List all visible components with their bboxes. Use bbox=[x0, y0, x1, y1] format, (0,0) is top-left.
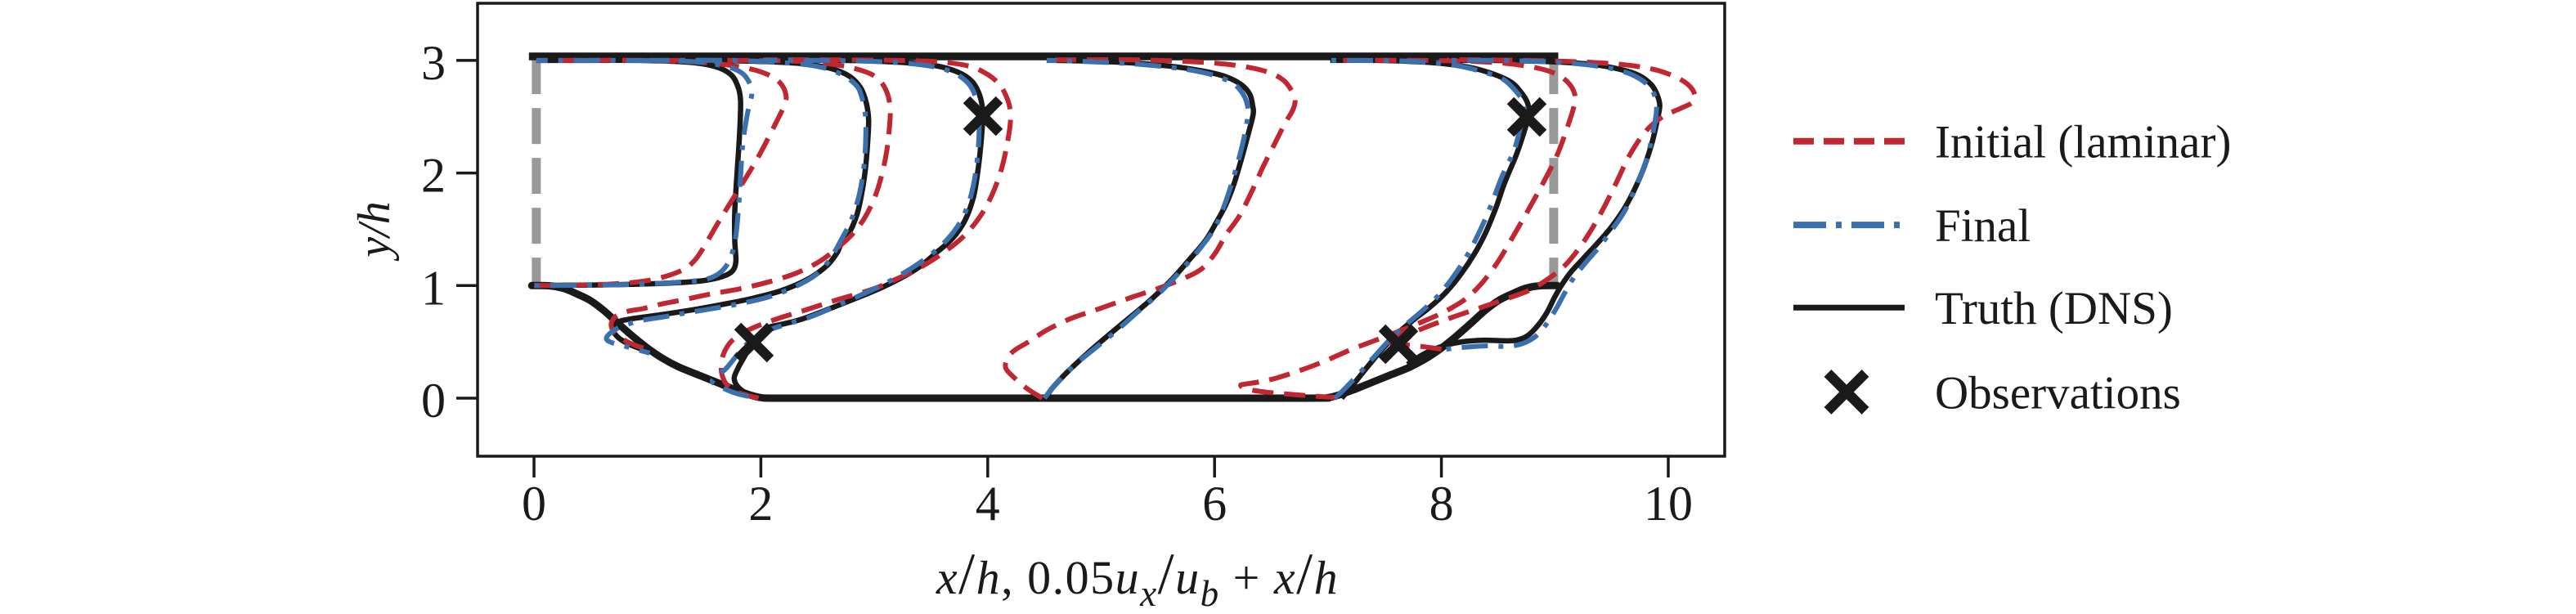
svg-text:4: 4 bbox=[976, 477, 1000, 531]
svg-text:Observations: Observations bbox=[1935, 367, 2181, 419]
svg-text:2: 2 bbox=[421, 149, 446, 203]
svg-text:3: 3 bbox=[421, 36, 446, 90]
svg-text:1: 1 bbox=[421, 261, 446, 315]
svg-text:0: 0 bbox=[421, 374, 446, 428]
svg-text:Final: Final bbox=[1935, 200, 2031, 252]
svg-text:x/h, 0.05ux/ub + x/h: x/h, 0.05ux/ub + x/h bbox=[936, 541, 1339, 610]
svg-text:0: 0 bbox=[522, 477, 546, 531]
svg-text:6: 6 bbox=[1202, 477, 1227, 531]
svg-text:8: 8 bbox=[1429, 477, 1454, 531]
svg-text:2: 2 bbox=[748, 477, 773, 531]
svg-text:Truth (DNS): Truth (DNS) bbox=[1935, 283, 2173, 334]
svg-text:y/h: y/h bbox=[349, 201, 400, 261]
svg-text:Initial (laminar): Initial (laminar) bbox=[1935, 117, 2231, 168]
svg-text:10: 10 bbox=[1644, 477, 1693, 531]
